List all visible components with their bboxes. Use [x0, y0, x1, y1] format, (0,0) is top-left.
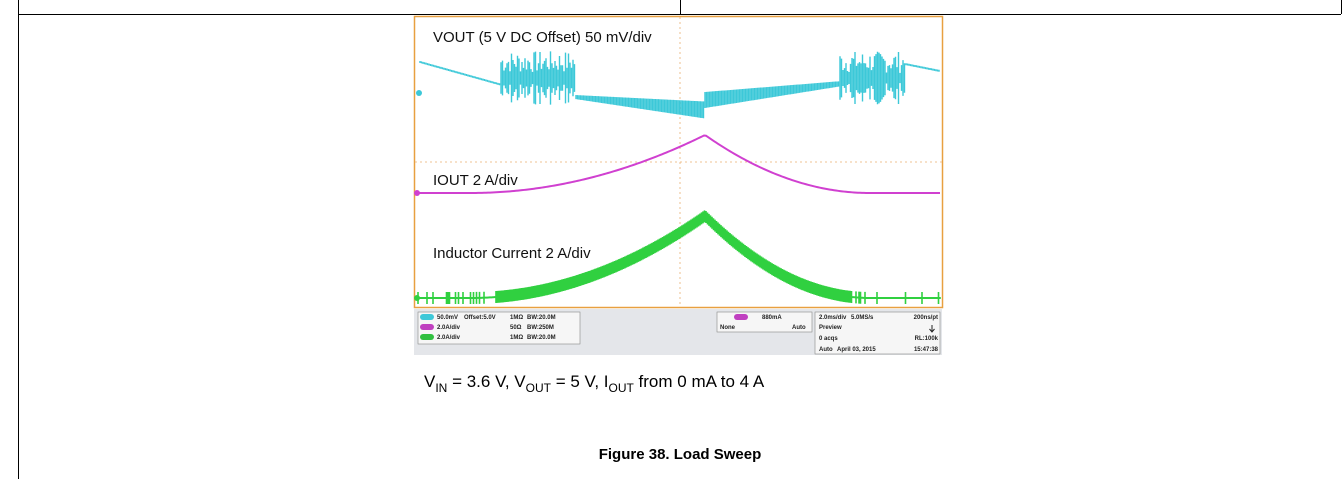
scope-screen: VOUT (5 V DC Offset) 50 mV/div IOUT 2 A/…	[413, 15, 944, 356]
figure-title: Figure 38. Load Sweep	[599, 446, 762, 463]
status-text: 2.0A/div	[437, 325, 461, 331]
status-text: Offset:5.0V	[464, 315, 496, 321]
status-text: RL:100k	[915, 336, 939, 342]
status-text: 200ns/pt	[914, 315, 938, 321]
status-bar: 50.0mV Offset:5.0V 1MΩ BW:20.0M 2.0A/div…	[414, 309, 942, 355]
trace-label: VOUT (5 V DC Offset) 50 mV/div	[433, 29, 652, 46]
channel-marker	[414, 190, 420, 196]
caption: VIN = 3.6 V, VOUT = 5 V, IOUT from 0 mA …	[424, 372, 765, 395]
channel-marker	[414, 295, 420, 301]
caption-text: V	[424, 372, 436, 391]
status-text: None	[720, 325, 736, 331]
status-text: 0 acqs	[819, 336, 838, 342]
channel-marker	[416, 90, 422, 96]
status-text: 5.0MS/s	[851, 315, 874, 321]
caption-text: = 3.6 V, V	[447, 372, 526, 391]
status-text: Preview	[819, 325, 842, 331]
caption-sub: IN	[435, 381, 447, 395]
status-text: 2.0A/div	[437, 335, 461, 341]
caption-sub: OUT	[608, 381, 634, 395]
status-text: 1MΩ	[510, 335, 523, 341]
status-text: 50.0mV	[437, 315, 458, 321]
status-text: 50Ω	[510, 325, 522, 331]
status-text: BW:250M	[527, 325, 554, 331]
caption-text: from 0 mA to 4 A	[634, 372, 765, 391]
caption-text: = 5 V, I	[551, 372, 609, 391]
status-text: BW:20.0M	[527, 315, 556, 321]
trace-label: IOUT 2 A/div	[433, 172, 518, 189]
status-text: 15:47:38	[914, 347, 939, 353]
caption-sub: OUT	[526, 381, 552, 395]
status-text: Auto	[792, 325, 806, 331]
status-text: April 03, 2015	[837, 347, 876, 353]
status-text: BW:20.0M	[527, 335, 556, 341]
page: VOUT (5 V DC Offset) 50 mV/div IOUT 2 A/…	[0, 0, 1343, 479]
status-text: 1MΩ	[510, 315, 523, 321]
status-text: 2.0ms/div	[819, 315, 847, 321]
trace-label: Inductor Current 2 A/div	[433, 245, 591, 262]
status-text: 880mA	[762, 315, 782, 321]
status-text: Auto	[819, 347, 833, 353]
